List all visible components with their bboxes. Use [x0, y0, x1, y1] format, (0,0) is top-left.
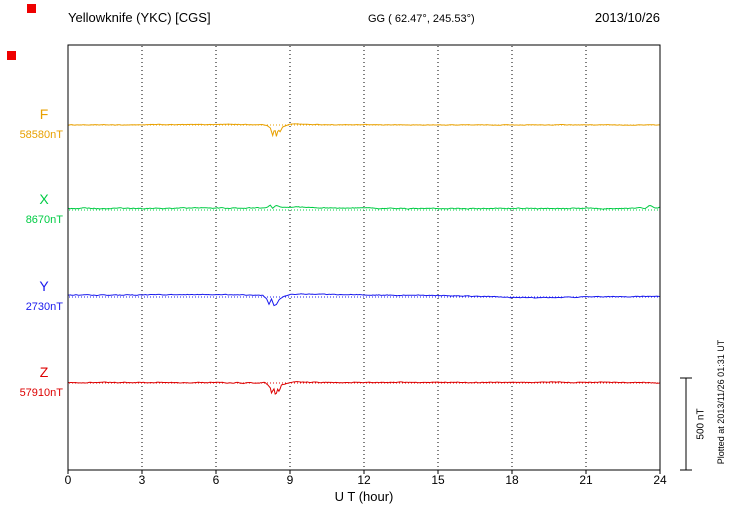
- geographic-coords: GG ( 62.47°, 245.53°): [368, 13, 475, 25]
- plotted-at-note: Plotted at 2013/11/26 01:31 UT: [716, 339, 726, 465]
- x-tick-label: 6: [213, 473, 220, 487]
- red-marker-top: [27, 4, 36, 13]
- red-marker-left: [7, 51, 16, 60]
- series-letter-F: F: [40, 106, 49, 122]
- series-letter-Y: Y: [39, 278, 49, 294]
- x-tick-label: 3: [139, 473, 146, 487]
- x-tick-label: 15: [431, 473, 445, 487]
- plot-date: 2013/10/26: [594, 10, 660, 25]
- series-baseline-value-F: 58580nT: [20, 129, 64, 141]
- x-tick-label: 9: [287, 473, 294, 487]
- x-tick-label: 18: [505, 473, 519, 487]
- x-tick-label: 21: [579, 473, 593, 487]
- x-axis-title: U T (hour): [334, 489, 394, 504]
- scale-bar-label: 500 nT: [695, 408, 707, 440]
- series-trace-X: [67, 204, 661, 210]
- series-letter-X: X: [39, 191, 49, 207]
- x-tick-label: 24: [653, 473, 667, 487]
- series-letter-Z: Z: [40, 364, 49, 380]
- series-trace-Z: [67, 381, 661, 395]
- series-trace-Y: [67, 293, 661, 307]
- x-tick-label: 0: [65, 473, 72, 487]
- series-baseline-value-X: 8670nT: [26, 214, 64, 226]
- series-trace-F: [67, 123, 660, 138]
- series-baseline-value-Z: 57910nT: [20, 387, 64, 399]
- station-title: Yellowknife (YKC) [CGS]: [68, 10, 211, 25]
- series-baseline-value-Y: 2730nT: [26, 301, 64, 313]
- x-tick-label: 12: [357, 473, 371, 487]
